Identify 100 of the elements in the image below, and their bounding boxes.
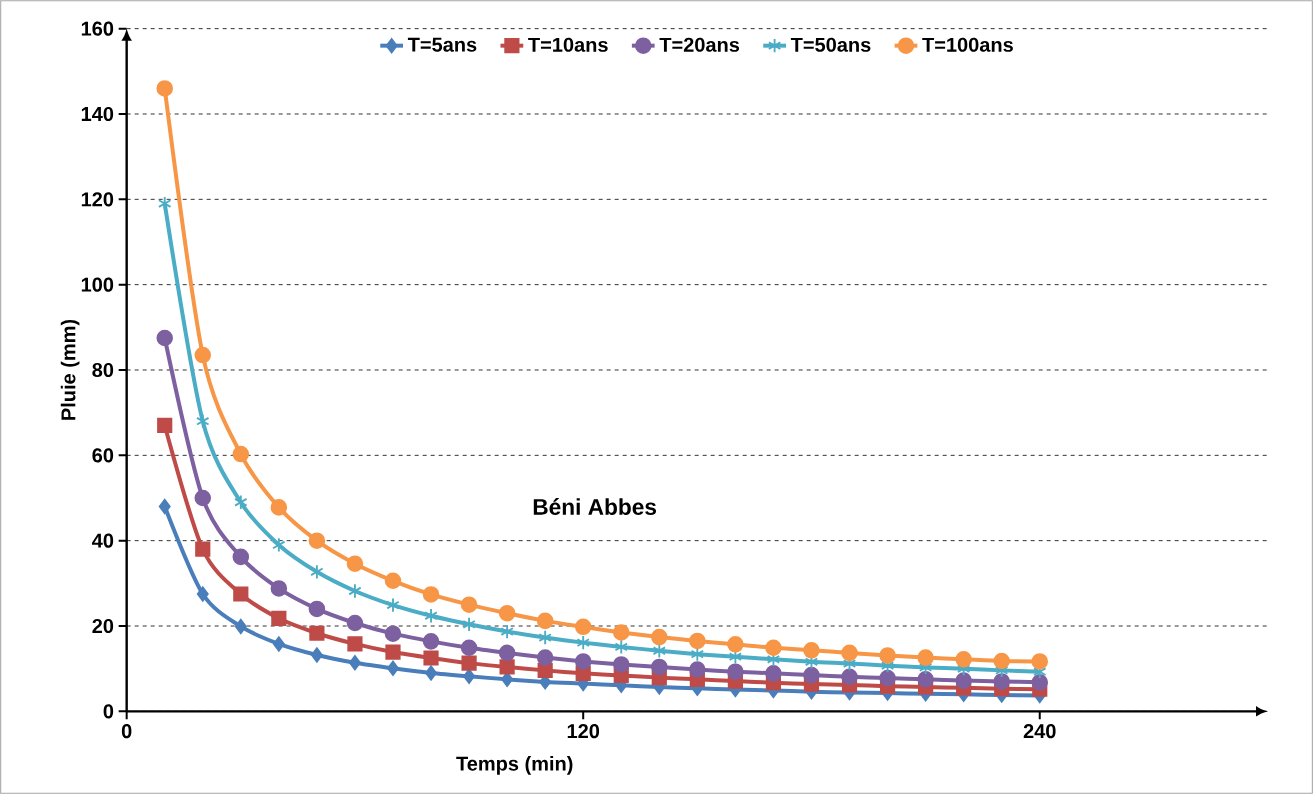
point (803, 642, 820, 659)
legend-label: T=50ans (790, 37, 871, 52)
point (576, 635, 590, 651)
point (727, 663, 744, 680)
point (765, 639, 782, 657)
point (955, 651, 972, 668)
point (309, 625, 325, 641)
point (651, 628, 668, 646)
point (498, 604, 516, 622)
point (993, 652, 1010, 670)
point (689, 661, 706, 678)
point (425, 665, 437, 681)
point (194, 346, 212, 364)
y-tick-label: 80 (92, 362, 114, 378)
point (194, 489, 212, 507)
point (271, 610, 287, 626)
point (499, 659, 515, 675)
point (349, 655, 361, 671)
point (461, 655, 477, 671)
point (423, 650, 439, 666)
point (347, 636, 363, 652)
point (385, 644, 401, 660)
point (879, 669, 896, 687)
point (270, 580, 288, 597)
point (536, 612, 554, 630)
y-tick-label: 20 (92, 618, 114, 634)
point (462, 616, 476, 632)
point (158, 195, 172, 212)
x-axis-title: Temps (min) (456, 756, 573, 775)
y-axis-title: Pluie (mm) (60, 319, 80, 420)
point (879, 647, 896, 664)
point (156, 80, 173, 97)
point (614, 639, 628, 655)
point (270, 499, 288, 516)
x-tick-label: 120 (567, 724, 600, 739)
point (498, 644, 516, 662)
point (196, 413, 210, 429)
point (234, 618, 247, 635)
point (727, 636, 744, 653)
point (460, 639, 478, 657)
point (232, 445, 250, 463)
legend-label: T=20ans (659, 37, 740, 52)
x-tick-label: 0 (121, 724, 132, 739)
point (384, 572, 402, 590)
point (460, 596, 478, 613)
y-tick-label: 120 (81, 192, 114, 207)
point (232, 548, 250, 566)
point (308, 600, 326, 618)
point (158, 498, 171, 515)
point (233, 586, 249, 602)
point (272, 636, 285, 652)
point (841, 644, 858, 662)
point (955, 672, 972, 689)
point (384, 625, 402, 642)
point (574, 653, 592, 670)
point (841, 668, 858, 686)
y-tick-label: 160 (81, 21, 114, 36)
y-tick-label: 140 (81, 106, 114, 122)
point (1031, 653, 1049, 670)
y-tick-label: 0 (103, 704, 114, 719)
point (234, 494, 248, 510)
legend-label: T=5ans (407, 37, 477, 52)
point (536, 649, 554, 666)
point (612, 656, 630, 673)
point (272, 537, 286, 553)
point (424, 608, 438, 624)
x-tick-label: 240 (1023, 724, 1056, 739)
point (765, 665, 782, 682)
point (310, 564, 324, 580)
point (157, 417, 173, 434)
point (195, 541, 211, 557)
point (612, 624, 630, 641)
point (422, 633, 440, 650)
point (500, 623, 514, 640)
y-tick-label: 40 (92, 533, 114, 548)
point (156, 329, 173, 347)
point (308, 532, 326, 549)
annotation: Béni Abbes (533, 498, 657, 515)
point (386, 597, 400, 613)
point (651, 658, 668, 676)
point (346, 555, 364, 572)
legend-label: T=10ans (528, 37, 608, 52)
point (1031, 674, 1049, 691)
point (422, 586, 440, 603)
legend-label: T=100ans (922, 37, 1013, 52)
point (803, 666, 820, 684)
point (310, 647, 323, 663)
point (993, 673, 1010, 690)
point (652, 643, 667, 659)
point (348, 583, 362, 599)
point (917, 671, 934, 688)
point (574, 618, 592, 636)
point (917, 649, 934, 666)
point (538, 629, 552, 646)
y-tick-label: 100 (81, 277, 114, 292)
point (387, 660, 399, 676)
point (196, 586, 209, 602)
point (346, 614, 364, 632)
y-tick-label: 60 (92, 448, 114, 463)
point (463, 668, 476, 684)
